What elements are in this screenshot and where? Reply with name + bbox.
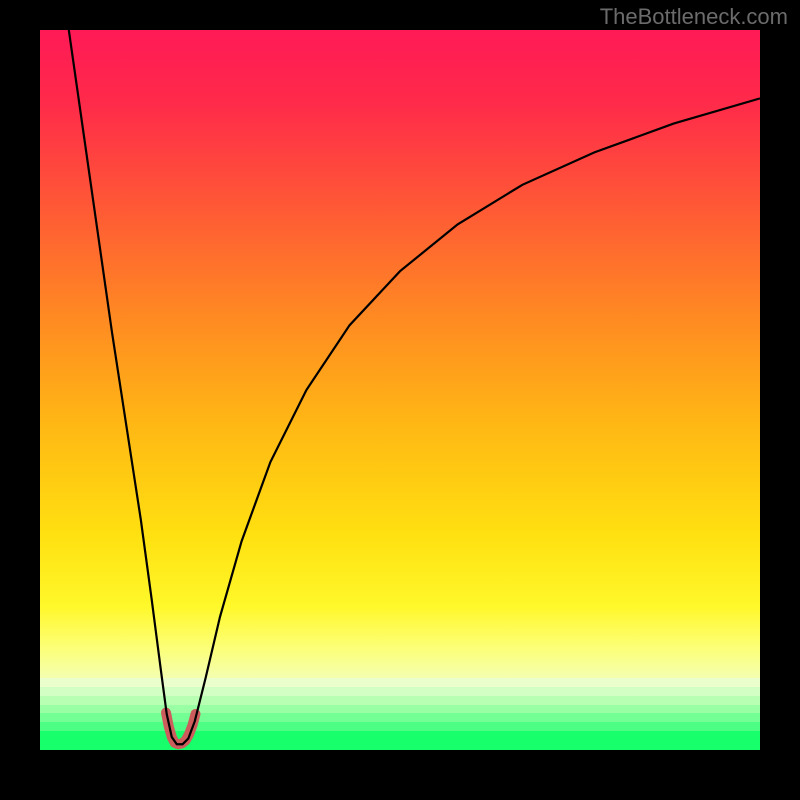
chart-container: TheBottleneck.com (0, 0, 800, 800)
bottleneck-curve (69, 30, 760, 744)
plot-area (40, 30, 760, 750)
curve-svg (40, 30, 760, 750)
watermark-text: TheBottleneck.com (600, 4, 788, 30)
